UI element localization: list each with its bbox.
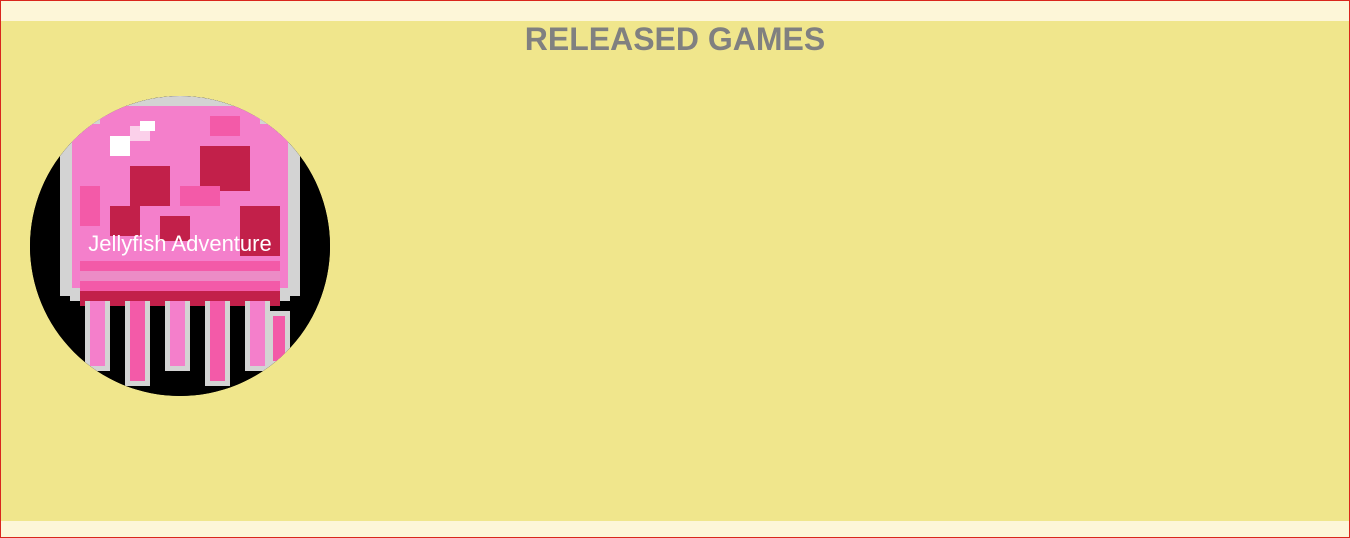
- pixel-jellyfish-icon: [30, 96, 330, 396]
- game-title: Jellyfish Adventure: [88, 231, 272, 256]
- released-games-section: RELEASED GAMES: [1, 21, 1349, 521]
- section-title: RELEASED GAMES: [524, 21, 826, 57]
- game-card-jellyfish-adventure[interactable]: Jellyfish Adventure: [30, 96, 330, 396]
